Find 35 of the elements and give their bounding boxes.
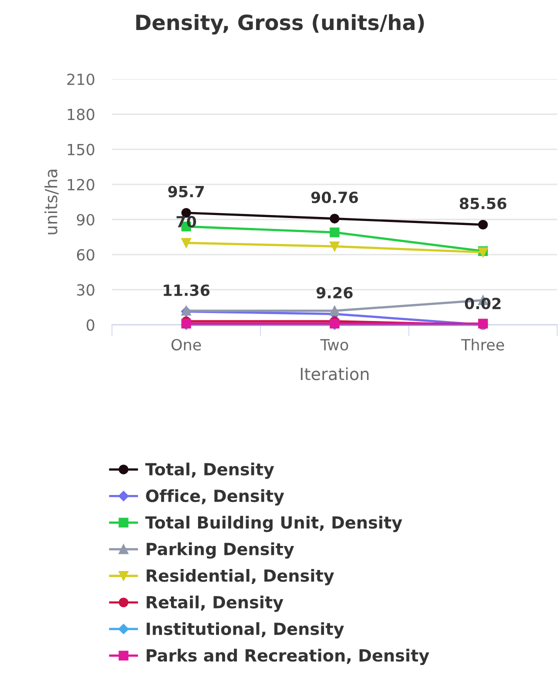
- legend-label: Total Building Unit, Density: [145, 516, 402, 532]
- y-tick-label: 120: [68, 178, 94, 190]
- x-tick-label: Three: [461, 338, 504, 351]
- legend-label: Residential, Density: [146, 569, 334, 586]
- legend-label: Institutional, Density: [146, 622, 344, 638]
- y-tick-label: 30: [77, 284, 94, 296]
- legend-label: Parks and Recreation, Density: [146, 648, 430, 666]
- point: [330, 306, 340, 316]
- legend-label: Retail, Density: [146, 596, 284, 612]
- data-label: 90.76: [311, 192, 358, 204]
- legend-label: Office, Density: [146, 489, 284, 506]
- chart-title: Density, Gross (units/ha): [136, 14, 424, 34]
- y-tick-label: 210: [67, 74, 94, 86]
- point: [181, 238, 192, 248]
- legend-label: Parking Density: [146, 542, 294, 559]
- data-label: 95.7: [168, 186, 204, 198]
- data-label: 70: [176, 216, 196, 228]
- point: [330, 242, 340, 252]
- x-tick-label: One: [172, 338, 201, 351]
- point: [330, 228, 340, 238]
- legend-label: Total, Density: [145, 462, 274, 479]
- y-tick-label: 90: [76, 214, 94, 226]
- data-label: 9.26: [316, 286, 353, 298]
- x-axis-title: Iteration: [300, 367, 369, 380]
- point: [330, 214, 340, 224]
- y-axis-title: units/ha: [44, 170, 59, 234]
- point: [478, 220, 488, 230]
- x-tick-label: Two: [320, 339, 348, 351]
- data-label: 85.56: [460, 198, 506, 210]
- data-label: 0.02: [464, 298, 501, 310]
- y-tick-label: 0: [86, 319, 94, 331]
- y-tick-label: 150: [68, 144, 94, 156]
- y-tick-label: 60: [76, 249, 94, 261]
- y-tick-label: 180: [68, 108, 94, 120]
- data-label: 11.36: [164, 284, 210, 296]
